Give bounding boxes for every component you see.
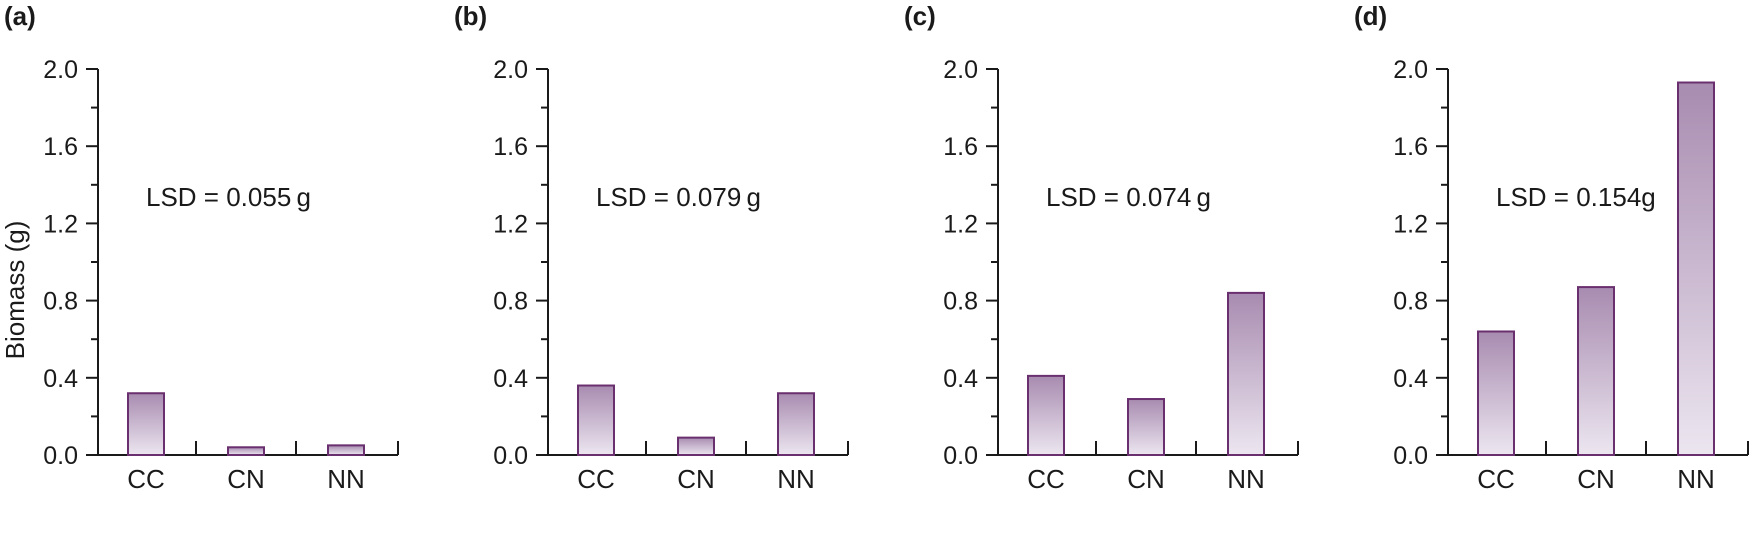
bar-cc — [127, 392, 165, 456]
panel-label: (c) — [904, 1, 936, 31]
x-category-label: CN — [677, 464, 715, 494]
y-tick-label: 0.8 — [43, 288, 78, 316]
panel-label: (a) — [4, 1, 36, 31]
bar-cn — [1577, 286, 1615, 456]
x-category-label: CC — [1477, 464, 1515, 494]
y-tick-label: 1.2 — [943, 210, 978, 238]
y-tick-label: 0.0 — [493, 442, 528, 470]
y-tick-label: 2.0 — [493, 56, 528, 84]
panel-label: (b) — [454, 1, 487, 31]
y-tick-label: 1.2 — [1393, 210, 1428, 238]
x-category-label: NN — [1677, 464, 1715, 494]
x-category-label: CC — [1027, 464, 1065, 494]
y-tick-label: 1.6 — [493, 133, 528, 161]
y-tick-label: 0.0 — [943, 442, 978, 470]
x-category-label: CN — [1127, 464, 1165, 494]
lsd-annotation: LSD = 0.079 g — [596, 182, 761, 212]
bar-cc — [1027, 374, 1065, 456]
y-tick-label: 0.8 — [943, 288, 978, 316]
y-tick-label: 0.4 — [943, 365, 978, 393]
bar-nn — [327, 444, 365, 457]
y-tick-label: 1.2 — [493, 210, 528, 238]
y-tick-label: 1.6 — [1393, 133, 1428, 161]
y-tick-label: 0.4 — [493, 365, 528, 393]
panels-group: (a) 0.0 0.4 0.8 1.2 1.6 2.0 CC CN NN LSD = 0.055 g… — [4, 1, 1749, 494]
y-tick-label: 1.6 — [43, 133, 78, 161]
bar-cn — [1127, 398, 1165, 456]
bar-cc — [1477, 330, 1515, 457]
bar-cn — [677, 436, 715, 457]
x-category-label: CC — [577, 464, 615, 494]
bar-nn — [777, 392, 815, 456]
bar-nn — [1677, 81, 1715, 456]
x-category-label: CN — [1577, 464, 1615, 494]
y-tick-label: 0.4 — [43, 365, 78, 393]
lsd-annotation: LSD = 0.055 g — [146, 182, 311, 212]
y-tick-label: 1.6 — [943, 133, 978, 161]
chart-panel-c: (c) 0.0 0.4 0.8 1.2 1.6 2.0 CC CN NN LSD = 0.074 g — [904, 1, 1299, 494]
bar-cc — [577, 384, 615, 456]
lsd-annotation: LSD = 0.154g — [1496, 182, 1656, 212]
x-category-label: NN — [327, 464, 365, 494]
panel-label: (d) — [1354, 1, 1387, 31]
x-category-label: NN — [1227, 464, 1265, 494]
y-tick-label: 0.0 — [1393, 442, 1428, 470]
x-category-label: NN — [777, 464, 815, 494]
x-category-label: CN — [227, 464, 265, 494]
bar-nn — [1227, 291, 1265, 456]
y-tick-label: 2.0 — [943, 56, 978, 84]
x-category-label: CC — [127, 464, 165, 494]
y-tick-label: 0.8 — [493, 288, 528, 316]
y-tick-label: 0.8 — [1393, 288, 1428, 316]
y-tick-label: 0.4 — [1393, 365, 1428, 393]
y-tick-label: 0.0 — [43, 442, 78, 470]
chart-panel-b: (b) 0.0 0.4 0.8 1.2 1.6 2.0 CC CN NN LSD = 0.079 g — [454, 1, 849, 494]
lsd-annotation: LSD = 0.074 g — [1046, 182, 1211, 212]
y-tick-label: 2.0 — [1393, 56, 1428, 84]
chart-panel-d: (d) 0.0 0.4 0.8 1.2 1.6 2.0 CC CN NN LSD = 0.154g — [1354, 1, 1749, 494]
y-tick-label: 1.2 — [43, 210, 78, 238]
y-axis-title: Biomass (g) — [0, 221, 30, 360]
chart-panel-a: (a) 0.0 0.4 0.8 1.2 1.6 2.0 CC CN NN LSD = 0.055 g — [4, 1, 399, 494]
y-tick-label: 2.0 — [43, 56, 78, 84]
bar-cn — [227, 446, 265, 456]
